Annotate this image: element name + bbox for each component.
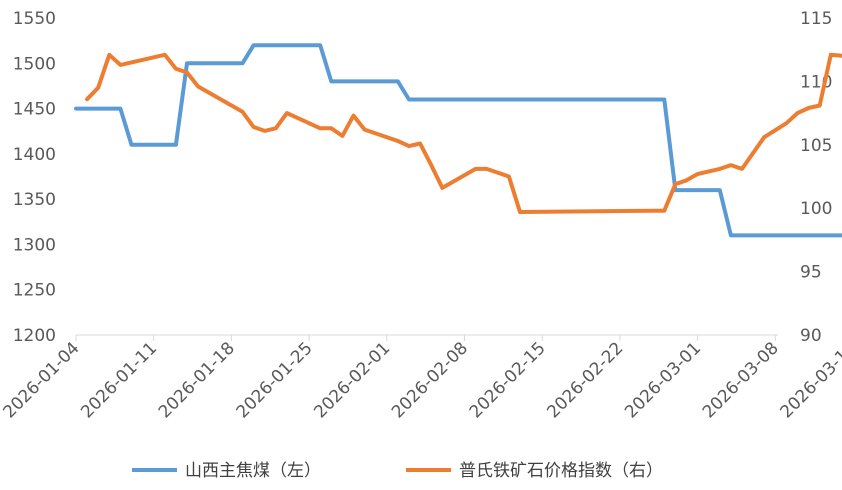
x-tick-label: 2026-02-01 bbox=[310, 338, 394, 422]
x-axis: 2026-01-042026-01-112026-01-182026-01-25… bbox=[0, 335, 842, 422]
right-tick-label: 115 bbox=[800, 9, 832, 29]
left-tick-label: 1250 bbox=[13, 281, 56, 301]
left-axis: 1200 1250 1300 1350 1400 1450 1500 1550 bbox=[13, 9, 56, 346]
x-tick-label: 2026-03-15 bbox=[777, 338, 842, 422]
x-tick-label: 2026-02-15 bbox=[466, 338, 550, 422]
legend: 山西主焦煤（左） 普氏铁矿石价格指数（右） bbox=[132, 461, 663, 481]
left-tick-label: 1500 bbox=[13, 54, 56, 74]
left-tick-label: 1550 bbox=[13, 9, 56, 29]
left-tick-label: 1350 bbox=[13, 190, 56, 210]
left-tick-label: 1300 bbox=[13, 235, 56, 255]
x-tick-label: 2026-02-08 bbox=[388, 338, 472, 422]
legend-label-1: 山西主焦煤（左） bbox=[185, 461, 321, 481]
x-tick-label: 2026-02-22 bbox=[543, 338, 627, 422]
x-tick-label: 2026-01-04 bbox=[0, 338, 84, 422]
series-line-2 bbox=[85, 52, 842, 214]
right-tick-label: 100 bbox=[800, 199, 832, 219]
left-tick-label: 1200 bbox=[13, 326, 56, 346]
x-tick-label: 2026-03-08 bbox=[699, 338, 783, 422]
x-tick-label: 2026-01-25 bbox=[233, 338, 317, 422]
series-line-1 bbox=[74, 43, 842, 238]
plot-area bbox=[74, 43, 842, 238]
left-tick-label: 1400 bbox=[13, 145, 56, 165]
right-tick-label: 95 bbox=[800, 263, 822, 283]
x-tick-label: 2026-01-11 bbox=[77, 338, 161, 422]
left-tick-label: 1450 bbox=[13, 100, 56, 120]
right-tick-label: 105 bbox=[800, 136, 832, 156]
legend-label-2: 普氏铁矿石价格指数（右） bbox=[459, 461, 663, 481]
right-tick-label: 90 bbox=[800, 326, 822, 346]
x-tick-label: 2026-01-18 bbox=[155, 338, 239, 422]
x-tick-label: 2026-03-01 bbox=[621, 338, 705, 422]
